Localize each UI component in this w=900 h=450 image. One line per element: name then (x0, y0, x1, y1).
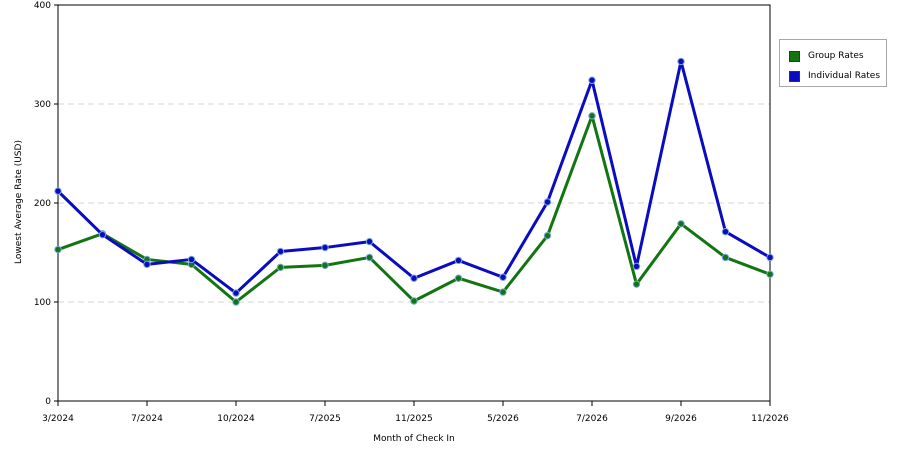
data-point-group-rates (454, 274, 463, 282)
data-point-individual-rates (454, 256, 463, 265)
data-point-individual-rates (766, 253, 774, 262)
data-point-group-rates (721, 253, 730, 262)
data-point-individual-rates (98, 230, 107, 239)
data-point-individual-rates (187, 255, 196, 264)
data-point-individual-rates (321, 243, 329, 252)
y-axis-title: Lowest Average Rate (USD) (14, 140, 24, 264)
data-point-group-rates (321, 261, 329, 270)
y-tick-label: 200 (34, 199, 51, 209)
data-point-individual-rates (588, 76, 596, 84)
x-tick-label: 11/2025 (395, 414, 432, 424)
x-tick-label: 10/2024 (217, 414, 255, 424)
data-point-group-rates (410, 297, 418, 305)
x-tick-label: 3/2024 (42, 414, 74, 424)
x-tick-label: 9/2026 (665, 414, 697, 424)
x-tick-label: 11/2026 (751, 414, 789, 424)
data-point-individual-rates (543, 198, 552, 206)
data-point-group-rates (232, 298, 240, 306)
x-tick-label: 7/2025 (309, 414, 341, 424)
legend-swatch-group-rates (789, 50, 800, 62)
data-point-individual-rates (499, 273, 507, 281)
x-axis-ticks: 3/2024 7/2024 10/2024 7/2025 11/2025 5/2026 7/… (42, 401, 789, 424)
y-tick-label: 0 (45, 397, 51, 407)
data-point-individual-rates (232, 289, 240, 297)
legend: Group Rates Individual Rates (779, 39, 887, 87)
data-point-group-rates (677, 220, 685, 228)
data-point-group-rates (276, 263, 285, 272)
data-point-individual-rates (632, 262, 641, 271)
data-point-individual-rates (365, 237, 374, 246)
series-line-individual-rates (56, 59, 771, 295)
data-point-individual-rates (143, 260, 151, 269)
legend-label-individual-rates: Individual Rates (808, 71, 881, 81)
data-point-group-rates (365, 253, 374, 262)
x-tick-label: 5/2026 (487, 414, 519, 424)
data-point-individual-rates (721, 228, 730, 236)
legend-item-individual-rates: Individual Rates (789, 66, 886, 86)
grid-lines (58, 103, 770, 303)
y-tick-label: 300 (34, 100, 51, 110)
data-point-individual-rates (410, 274, 418, 282)
y-axis-ticks: 0 100 200 300 400 (34, 1, 58, 407)
data-point-individual-rates (276, 247, 285, 256)
data-point-group-rates (588, 112, 596, 120)
legend-item-group-rates: Group Rates (789, 46, 886, 66)
data-point-group-rates (543, 231, 552, 240)
x-tick-label: 7/2024 (131, 414, 163, 424)
data-point-individual-rates (677, 57, 685, 66)
data-point-group-rates (499, 288, 507, 296)
y-tick-label: 100 (34, 298, 51, 308)
series-layer (54, 57, 774, 306)
data-point-individual-rates (54, 187, 62, 195)
y-tick-label: 400 (34, 1, 51, 11)
data-point-group-rates (632, 280, 641, 288)
data-point-group-rates (54, 245, 62, 254)
legend-swatch-individual-rates (789, 70, 800, 82)
legend-label-group-rates: Group Rates (808, 51, 864, 61)
data-point-group-rates (766, 270, 774, 278)
x-axis-title: Month of Check In (373, 434, 455, 444)
x-tick-label: 7/2026 (576, 414, 608, 424)
